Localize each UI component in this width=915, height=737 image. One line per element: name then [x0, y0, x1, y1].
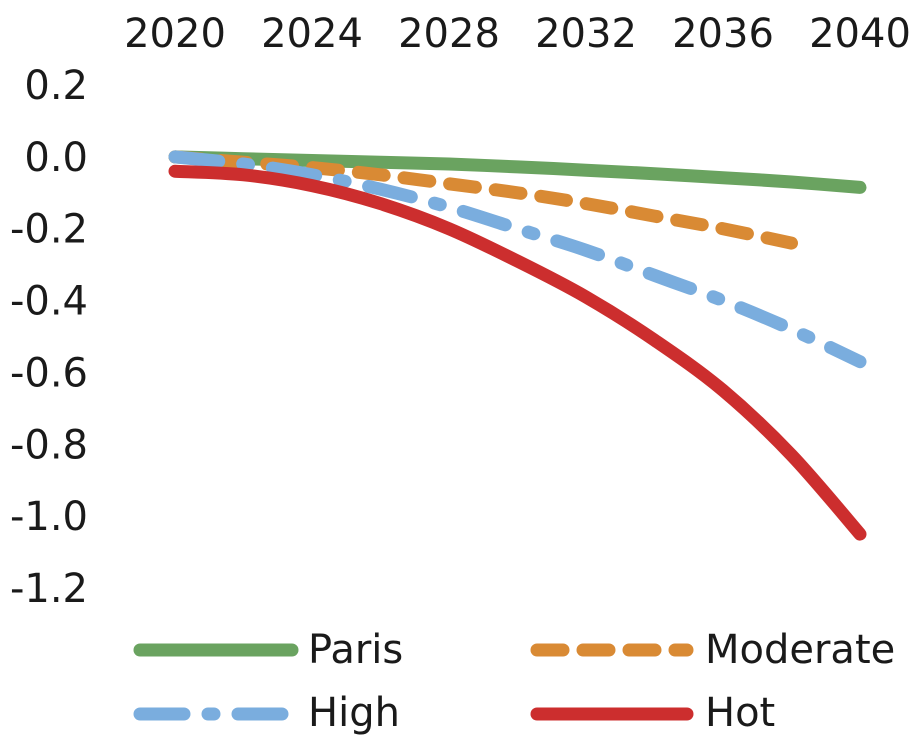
- y-tick-label: -0.4: [10, 279, 88, 325]
- y-tick-label: -0.8: [10, 422, 88, 468]
- y-tick-label: -0.2: [10, 207, 88, 253]
- x-tick-label: 2020: [124, 11, 226, 57]
- legend-label-moderate: Moderate: [705, 627, 895, 673]
- series-line-high: [168, 150, 867, 369]
- x-tick-label: 2032: [535, 11, 637, 57]
- y-tick-label: -1.0: [10, 494, 88, 540]
- legend: Paris Moderate High Hot: [133, 627, 895, 736]
- y-tick-label: -1.2: [10, 566, 88, 612]
- x-tick-label: 2036: [672, 11, 774, 57]
- legend-label-paris: Paris: [308, 627, 403, 673]
- legend-label-hot: Hot: [705, 690, 775, 736]
- y-axis-ticks: 0.2 0.0 -0.2 -0.4 -0.6 -0.8 -1.0 -1.2: [10, 63, 88, 612]
- x-tick-label: 2028: [398, 11, 500, 57]
- x-tick-label: 2024: [261, 11, 363, 57]
- y-tick-label: 0.0: [24, 135, 88, 181]
- y-tick-label: 0.2: [24, 63, 88, 109]
- plot-area: [168, 150, 867, 541]
- x-tick-label: 2040: [809, 11, 911, 57]
- series-line-hot: [168, 164, 867, 541]
- y-tick-label: -0.6: [10, 350, 88, 396]
- x-axis-ticks: 2020 2024 2028 2032 2036 2040: [124, 11, 911, 57]
- legend-label-high: High: [308, 690, 400, 736]
